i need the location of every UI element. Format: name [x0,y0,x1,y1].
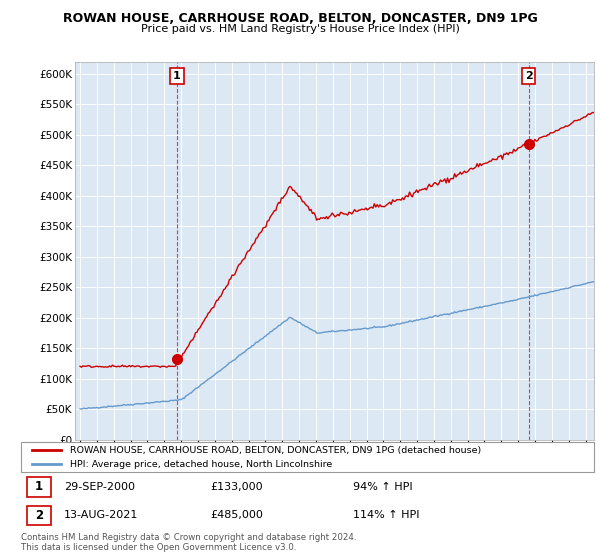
Text: This data is licensed under the Open Government Licence v3.0.: This data is licensed under the Open Gov… [21,543,296,552]
Text: 29-SEP-2000: 29-SEP-2000 [64,482,135,492]
Text: 1: 1 [35,480,43,493]
Text: 114% ↑ HPI: 114% ↑ HPI [353,511,420,520]
Text: Contains HM Land Registry data © Crown copyright and database right 2024.: Contains HM Land Registry data © Crown c… [21,533,356,542]
FancyBboxPatch shape [21,442,594,472]
Text: 2: 2 [525,71,532,81]
Text: 13-AUG-2021: 13-AUG-2021 [64,511,139,520]
FancyBboxPatch shape [27,477,51,497]
Text: HPI: Average price, detached house, North Lincolnshire: HPI: Average price, detached house, Nort… [70,460,332,469]
Text: ROWAN HOUSE, CARRHOUSE ROAD, BELTON, DONCASTER, DN9 1PG (detached house): ROWAN HOUSE, CARRHOUSE ROAD, BELTON, DON… [70,446,481,455]
Text: 1: 1 [173,71,181,81]
Text: Price paid vs. HM Land Registry's House Price Index (HPI): Price paid vs. HM Land Registry's House … [140,24,460,34]
FancyBboxPatch shape [27,506,51,525]
Text: ROWAN HOUSE, CARRHOUSE ROAD, BELTON, DONCASTER, DN9 1PG: ROWAN HOUSE, CARRHOUSE ROAD, BELTON, DON… [62,12,538,25]
Text: 94% ↑ HPI: 94% ↑ HPI [353,482,413,492]
Text: £485,000: £485,000 [210,511,263,520]
Text: 2: 2 [35,509,43,522]
Text: £133,000: £133,000 [210,482,263,492]
